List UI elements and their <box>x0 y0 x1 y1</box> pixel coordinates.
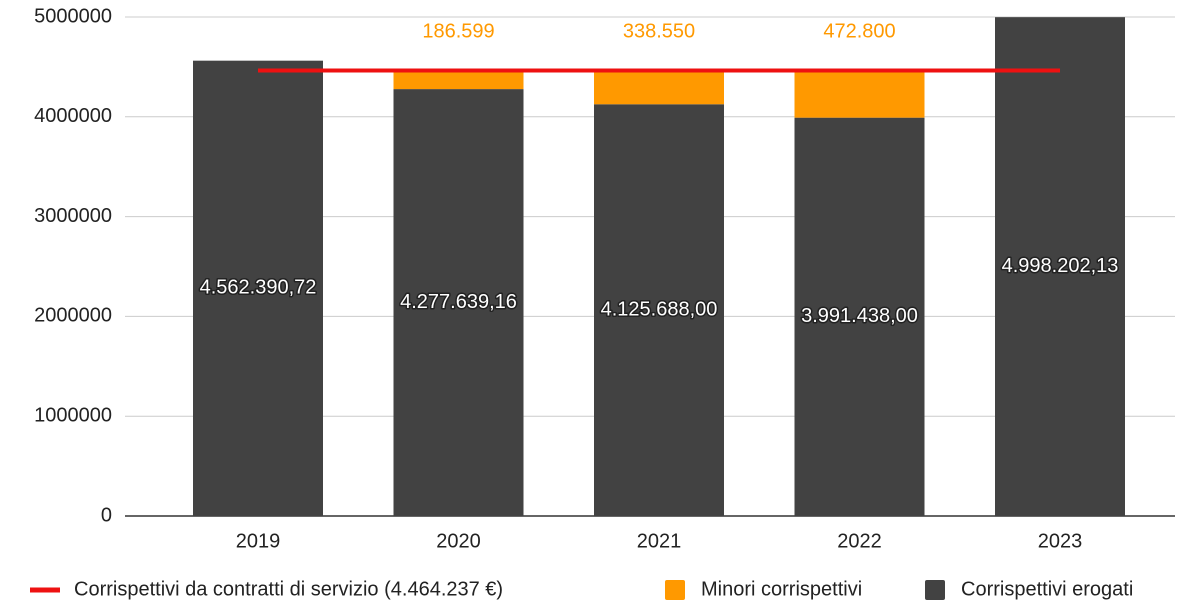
bar-segment <box>193 60 323 517</box>
y-tick-label: 0 <box>101 504 112 526</box>
bar-segment <box>594 104 724 516</box>
y-tick-label: 1000000 <box>34 404 112 426</box>
legend-label: Corrispettivi erogati <box>961 578 1133 600</box>
y-tick-label: 4000000 <box>34 105 112 127</box>
data-label: 4.998.202,13 <box>1002 255 1119 277</box>
bar-segment <box>393 70 524 90</box>
legend-label: Minori corrispettivi <box>701 578 862 600</box>
data-label: 4.125.688,00 <box>601 298 718 320</box>
x-tick-label: 2023 <box>1038 530 1083 552</box>
y-tick-label: 3000000 <box>34 205 112 227</box>
data-label: 4.277.639,16 <box>400 291 517 313</box>
bar-segment <box>794 70 925 118</box>
data-label: 3.991.438,00 <box>801 305 918 327</box>
x-tick-label: 2019 <box>236 530 281 552</box>
y-tick-label: 5000000 <box>34 5 112 27</box>
data-label: 186.599 <box>422 20 494 42</box>
data-label: 338.550 <box>623 20 695 42</box>
legend-swatch <box>925 580 945 600</box>
bar-segment <box>995 17 1125 516</box>
x-tick-label: 2020 <box>436 530 481 552</box>
y-tick-label: 2000000 <box>34 305 112 327</box>
legend-label: Corrispettivi da contratti di servizio (… <box>74 578 503 600</box>
bar-segment <box>794 117 925 517</box>
bar-segment <box>594 70 724 105</box>
x-tick-label: 2022 <box>837 530 882 552</box>
x-tick-label: 2021 <box>637 530 682 552</box>
legend-swatch <box>665 580 685 600</box>
data-label: 4.562.390,72 <box>200 277 317 299</box>
data-label: 472.800 <box>823 20 895 42</box>
bar-segment <box>393 89 524 516</box>
